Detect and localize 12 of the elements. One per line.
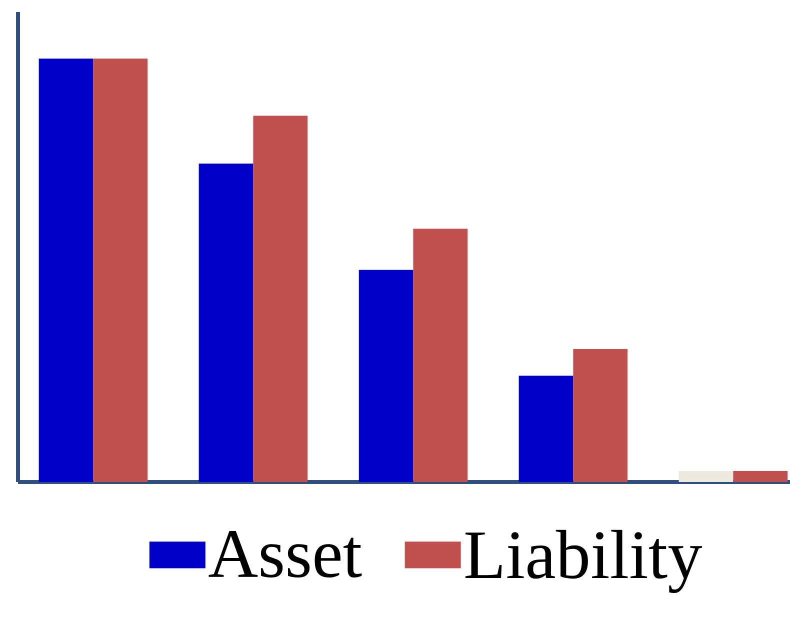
bar: [358, 270, 414, 482]
legend-label: Liability: [465, 530, 702, 593]
bar: [253, 116, 308, 482]
bar: [38, 58, 94, 482]
bar: [678, 470, 734, 482]
bar: [198, 164, 254, 482]
bar: [573, 349, 628, 482]
bar: [733, 470, 788, 482]
bar: [413, 228, 468, 482]
bar: [93, 58, 148, 482]
legend-label: Asset: [208, 531, 362, 578]
bar: [518, 376, 574, 482]
